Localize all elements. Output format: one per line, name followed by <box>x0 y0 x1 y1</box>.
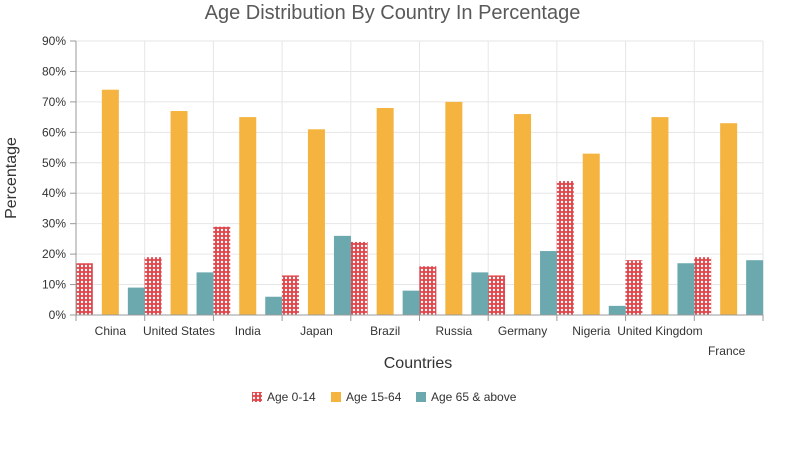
bar-age-0-14-nigeria[interactable] <box>556 181 574 315</box>
x-tick-label: Germany <box>498 324 547 338</box>
y-axis-title: Percentage <box>3 137 20 219</box>
bar-age-15-64-nigeria[interactable] <box>582 153 600 315</box>
bar-age-0-14-united-kingdom[interactable] <box>625 260 643 315</box>
bar-age-0-14-japan[interactable] <box>281 275 299 315</box>
legend-label[interactable]: Age 15-64 <box>346 390 402 404</box>
bar-age-0-14-france[interactable] <box>694 257 712 315</box>
chart-title: Age Distribution By Country In Percentag… <box>204 2 581 24</box>
y-tick-label: 60% <box>42 125 66 139</box>
bar-age-15-64-germany[interactable] <box>514 114 532 315</box>
bar-age-65-above-russia[interactable] <box>471 272 489 315</box>
bar-age-15-64-united-kingdom[interactable] <box>651 117 669 315</box>
bar-age-65-above-china[interactable] <box>127 287 145 315</box>
y-tick-label: 30% <box>42 217 66 231</box>
bar-age-15-64-brazil[interactable] <box>376 107 394 315</box>
bar-age-0-14-germany[interactable] <box>488 275 506 315</box>
x-tick-label: Brazil <box>370 324 400 338</box>
bar-age-65-above-germany[interactable] <box>540 251 558 315</box>
bar-age-15-64-japan[interactable] <box>307 129 325 315</box>
bar-age-65-above-japan[interactable] <box>333 235 351 315</box>
legend-swatch[interactable] <box>252 392 262 402</box>
bar-age-65-above-brazil[interactable] <box>402 290 420 315</box>
y-tick-label: 0% <box>49 308 67 322</box>
y-tick-label: 70% <box>42 95 66 109</box>
bars <box>75 89 764 316</box>
bar-age-0-14-india[interactable] <box>213 226 231 315</box>
x-tick-label: Russia <box>436 324 473 338</box>
legend-label[interactable]: Age 0-14 <box>267 390 316 404</box>
x-axis-title: Countries <box>384 355 452 372</box>
y-tick-label: 90% <box>42 34 66 48</box>
bar-age-0-14-brazil[interactable] <box>350 241 368 315</box>
bar-age-0-14-china[interactable] <box>75 263 93 315</box>
x-tick-label: India <box>235 324 261 338</box>
bar-age-0-14-united-states[interactable] <box>144 257 162 315</box>
bar-age-15-64-united-states[interactable] <box>170 111 188 316</box>
x-tick-label: Japan <box>300 324 333 338</box>
y-tick-label: 20% <box>42 247 66 261</box>
legend-swatch[interactable] <box>331 392 341 402</box>
x-tick-label: China <box>95 324 127 338</box>
bar-age-15-64-france[interactable] <box>720 123 738 315</box>
x-tick-label: United States <box>143 324 215 338</box>
bar-age-15-64-russia[interactable] <box>445 101 463 315</box>
bar-age-65-above-united-states[interactable] <box>196 272 214 315</box>
x-tick-label: France <box>708 344 746 358</box>
bar-age-15-64-india[interactable] <box>239 117 257 315</box>
y-tick-label: 50% <box>42 156 66 170</box>
bar-age-65-above-india[interactable] <box>265 296 283 315</box>
y-tick-label: 40% <box>42 186 66 200</box>
legend: Age 0-14 Age 15-64 Age 65 & above <box>252 390 517 404</box>
bar-age-0-14-russia[interactable] <box>419 266 437 315</box>
x-tick-label: Nigeria <box>572 324 610 338</box>
axes: 0% 10% 20% 30% 40% 50% 60% 70% 80% 90% China United… <box>42 34 764 358</box>
bar-age-65-above-united-kingdom[interactable] <box>677 263 695 315</box>
legend-swatch[interactable] <box>416 392 426 402</box>
y-tick-label: 10% <box>42 278 66 292</box>
bar-age-65-above-nigeria[interactable] <box>608 305 626 315</box>
legend-label[interactable]: Age 65 & above <box>431 390 517 404</box>
y-tick-label: 80% <box>42 64 66 78</box>
x-tick-label: United Kingdom <box>617 324 702 338</box>
bar-age-65-above-france[interactable] <box>746 260 764 315</box>
bar-age-15-64-china[interactable] <box>101 89 119 315</box>
